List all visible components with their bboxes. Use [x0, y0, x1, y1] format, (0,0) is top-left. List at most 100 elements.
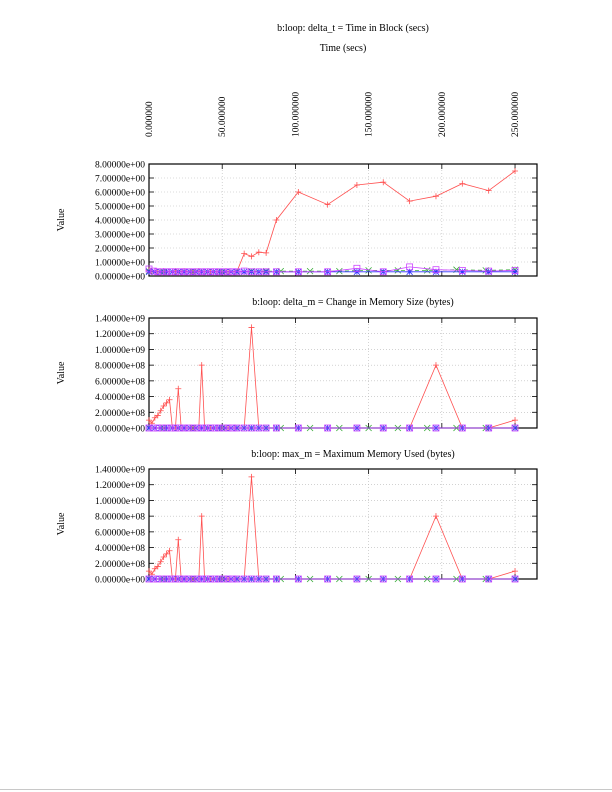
series-line	[148, 327, 516, 429]
data-point	[175, 385, 182, 392]
data-point	[255, 424, 263, 432]
x-tick-label: 200.000000	[438, 92, 448, 137]
data-point	[198, 362, 205, 369]
series-4	[145, 263, 519, 276]
series-4	[145, 575, 519, 583]
data-point	[167, 575, 175, 583]
data-point	[198, 513, 205, 520]
y-tick-label: 2.00000e+08	[95, 409, 145, 419]
series-line	[148, 170, 516, 273]
data-point	[211, 575, 219, 583]
data-point	[176, 268, 184, 276]
data-point	[207, 268, 214, 276]
y-tick-label: 0.00000e+00	[95, 273, 145, 283]
data-point	[233, 575, 241, 583]
y-tick-label: 0.00000e+00	[95, 576, 145, 586]
x-tick-label: 250.000000	[511, 92, 521, 137]
data-point	[262, 268, 270, 276]
y-tick-label: 4.00000e+00	[95, 217, 145, 227]
data-point	[306, 267, 314, 275]
data-point	[176, 575, 184, 583]
data-point	[432, 193, 439, 200]
data-point	[432, 513, 439, 520]
y-tick-label: 1.40000e+09	[95, 466, 145, 476]
data-point	[255, 268, 263, 276]
data-point	[163, 424, 170, 432]
x-axis-label: Time (secs)	[320, 43, 367, 54]
plot-frame	[148, 163, 538, 277]
data-point	[220, 575, 228, 583]
data-point	[240, 575, 248, 583]
data-point	[154, 563, 161, 570]
series-4	[145, 424, 519, 432]
x-tick-label: 50.000000	[218, 96, 228, 137]
data-point	[146, 568, 152, 575]
y-tick-label: 6.00000e+00	[95, 189, 145, 199]
data-point	[154, 412, 161, 419]
data-point	[233, 424, 241, 432]
data-point	[180, 575, 188, 583]
data-point	[379, 268, 387, 276]
x-tick-label: 100.000000	[291, 92, 301, 137]
data-point	[406, 268, 413, 276]
series-1	[146, 168, 519, 275]
y-tick-label: 6.00000e+08	[95, 528, 145, 538]
data-point	[511, 575, 519, 583]
chart-title: b:loop: delta_t = Time in Block (secs)	[277, 23, 429, 34]
data-point	[185, 268, 192, 276]
data-point	[485, 268, 492, 276]
data-point	[295, 189, 302, 195]
data-point	[207, 575, 214, 583]
data-point	[189, 268, 197, 276]
data-point	[180, 424, 188, 432]
data-point	[240, 424, 248, 432]
data-point	[215, 268, 223, 276]
data-point	[485, 575, 493, 583]
data-point	[255, 249, 262, 256]
data-point	[185, 424, 192, 432]
data-point	[158, 424, 166, 432]
data-point	[273, 217, 280, 223]
y-axis-label: Value	[56, 208, 67, 231]
chart-panel-3: b:loop: max_m = Maximum Memory Used (byt…	[56, 449, 538, 586]
data-point	[406, 198, 413, 205]
x-tick-label: 0.000000	[145, 101, 155, 137]
y-tick-label: 1.00000e+09	[95, 346, 145, 356]
data-point	[163, 399, 170, 406]
y-tick-label: 8.00000e+00	[95, 161, 145, 171]
data-point	[149, 575, 157, 583]
data-point	[175, 536, 182, 543]
data-point	[406, 424, 414, 432]
data-point	[324, 268, 332, 276]
data-point	[458, 424, 466, 432]
data-point	[248, 575, 255, 583]
data-point	[248, 424, 255, 432]
data-point	[198, 424, 206, 432]
page-bottom-rule	[0, 789, 612, 790]
data-point	[166, 547, 173, 554]
data-point	[512, 168, 519, 174]
data-point	[406, 575, 414, 583]
data-point	[512, 417, 519, 424]
data-point	[160, 403, 167, 409]
data-point	[324, 424, 332, 432]
data-point	[512, 568, 519, 575]
data-point	[324, 575, 332, 583]
series-1	[146, 324, 519, 431]
data-point	[432, 268, 440, 276]
chart-title: b:loop: max_m = Maximum Memory Used (byt…	[251, 449, 454, 460]
data-point	[211, 268, 219, 276]
data-point	[171, 424, 179, 432]
data-point	[294, 268, 302, 276]
data-point	[248, 253, 255, 260]
data-point	[272, 575, 280, 583]
data-point	[248, 268, 255, 276]
data-point	[220, 424, 228, 432]
series-line	[148, 269, 516, 273]
data-point	[163, 575, 170, 583]
data-point	[154, 268, 162, 276]
data-point	[240, 267, 248, 275]
data-point	[432, 575, 440, 583]
data-point	[262, 575, 270, 583]
